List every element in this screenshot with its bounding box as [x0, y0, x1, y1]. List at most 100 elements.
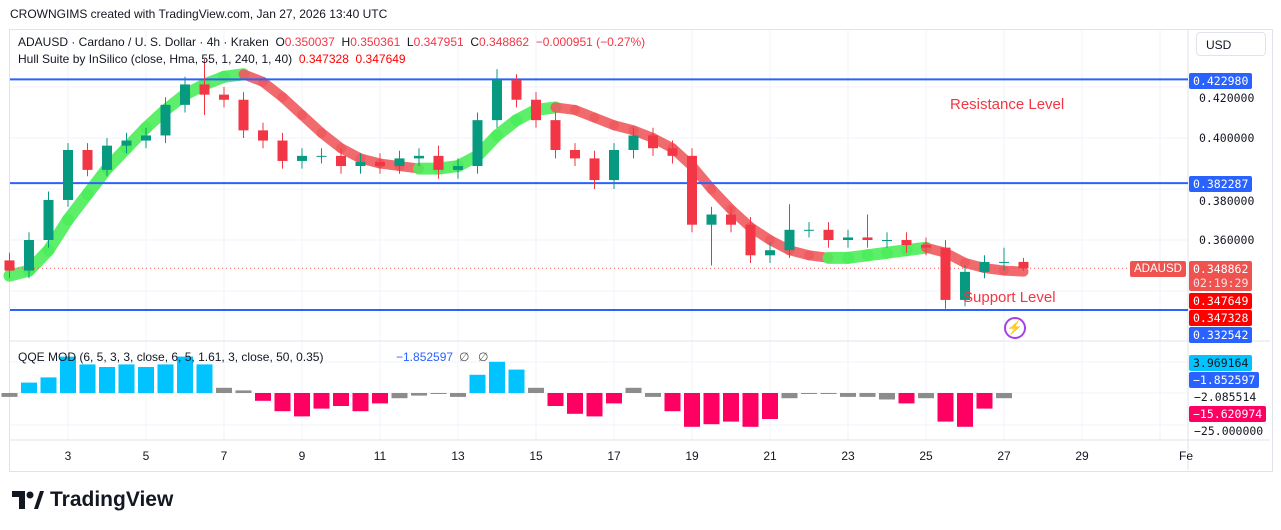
candle-body — [238, 99, 249, 131]
qqe-histogram-bar — [333, 393, 349, 406]
qqe-histogram-bar — [528, 387, 544, 393]
candle-body — [726, 214, 736, 225]
symbol-tag: ADAUSD — [1130, 261, 1186, 277]
candle-body — [511, 80, 522, 100]
qqe-histogram-bar — [274, 393, 291, 412]
qqe-histogram-bar — [177, 356, 193, 393]
lightning-circle-icon[interactable]: ⚡ — [1004, 317, 1026, 339]
candle-body — [160, 104, 171, 136]
qqe-histogram-bar — [547, 393, 564, 406]
time-tick: 25 — [919, 449, 933, 463]
support-label: Support Level — [963, 289, 1056, 306]
symbol-title[interactable]: ADAUSD · Cardano / U. S. Dollar · 4h · K… — [18, 35, 269, 49]
qqe-na-1: ∅ — [459, 350, 470, 364]
time-tick: 17 — [607, 449, 621, 463]
candle-body — [277, 140, 288, 161]
candle-body — [180, 84, 190, 105]
candle-body — [531, 99, 541, 121]
qqe-histogram-bar — [411, 393, 427, 396]
currency-button[interactable]: USD — [1196, 32, 1266, 56]
candle-body — [804, 229, 814, 231]
qqe-histogram-bar — [840, 393, 856, 397]
time-tick: 19 — [685, 449, 699, 463]
candle-body — [960, 271, 970, 300]
qqe-histogram-bar — [196, 364, 213, 393]
candle-body — [765, 250, 775, 256]
time-tick: Fe — [1178, 449, 1194, 463]
price-tick: 0.420000 — [1199, 91, 1255, 105]
candle-body — [745, 224, 756, 256]
candle-body — [882, 240, 892, 241]
candle-body — [706, 214, 717, 225]
qqe-histogram-bar — [450, 393, 466, 397]
qqe-histogram-bar — [859, 393, 876, 397]
qqe-histogram-bar — [313, 393, 330, 409]
qqe-histogram-bar — [742, 393, 759, 427]
candle-body — [24, 240, 34, 271]
qqe-histogram-bar — [118, 364, 135, 393]
qqe-histogram-bar — [879, 393, 895, 400]
qqe-histogram-bar — [898, 393, 915, 404]
close-value: 0.348862 — [479, 35, 530, 49]
hull-band-segment — [42, 213, 74, 257]
qqe-title[interactable]: QQE MOD (6, 5, 3, 3, close, 6, 5, 1.61, … — [18, 350, 324, 364]
qqe-histogram-bar — [937, 393, 954, 422]
candle-body — [550, 120, 561, 150]
candle-body — [667, 148, 678, 156]
tradingview-logo: TradingView — [12, 488, 173, 512]
qqe-histogram-bar — [469, 374, 486, 393]
qqe-histogram-bar — [1, 393, 18, 397]
logo-text: TradingView — [50, 488, 174, 511]
qqe-label-4: −15.620974 — [1189, 406, 1267, 422]
qqe-histogram-bar — [645, 393, 661, 397]
candle-body — [609, 149, 619, 181]
candle-body — [394, 158, 405, 167]
candle-body — [258, 130, 268, 141]
resistance-label: Resistance Level — [950, 96, 1065, 113]
candle-body — [570, 149, 580, 159]
last-price: 0.348862 — [1193, 262, 1249, 276]
qqe-histogram-bar — [703, 393, 720, 425]
tradingview-logo-icon — [12, 491, 44, 509]
time-tick: 21 — [763, 449, 777, 463]
qqe-histogram-bar — [781, 393, 798, 399]
hull-band-segment — [999, 265, 1029, 277]
high-value: 0.350361 — [350, 35, 401, 49]
qqe-legend: QQE MOD (6, 5, 3, 3, close, 6, 5, 1.61, … — [18, 350, 488, 364]
time-tick: 5 — [142, 449, 150, 463]
change-value: −0.000951 (−0.27%) — [535, 35, 646, 49]
qqe-histogram-bar — [762, 393, 778, 419]
low-value: 0.347951 — [413, 35, 464, 49]
qqe-histogram-bar — [216, 387, 232, 393]
candle-body — [940, 247, 951, 300]
price-tick: 0.400000 — [1199, 131, 1255, 145]
candle-body — [687, 155, 697, 225]
hull-title[interactable]: Hull Suite by InSilico (close, Hma, 55, … — [18, 52, 293, 66]
qqe-histogram-bar — [157, 364, 174, 393]
time-tick: 7 — [220, 449, 228, 463]
candle-body — [375, 161, 385, 167]
qqe-histogram-bar — [723, 393, 739, 422]
qqe-histogram-bar — [99, 367, 115, 393]
candle-body — [414, 155, 424, 159]
time-tick: 15 — [529, 449, 543, 463]
qqe-histogram-bar — [21, 382, 37, 393]
candle-body — [453, 166, 463, 170]
qqe-tick-3: −2.085514 — [1194, 390, 1257, 404]
qqe-histogram-bar — [918, 393, 934, 399]
candle-body — [355, 161, 366, 167]
qqe-histogram-bar — [957, 393, 973, 427]
qqe-histogram-bar — [489, 361, 505, 393]
hull-price-label-b: 0.347328 — [1189, 310, 1253, 326]
candle-body — [297, 155, 307, 161]
qqe-histogram-bar — [79, 364, 96, 393]
high-label: H — [341, 35, 351, 49]
chart-frame — [9, 29, 1273, 472]
candle-body — [999, 261, 1009, 263]
qqe-histogram-bar — [664, 393, 681, 412]
candle-body — [979, 261, 990, 272]
candle-body — [784, 229, 795, 251]
candle-body — [901, 240, 912, 246]
qqe-label-1: 3.969164 — [1189, 355, 1253, 371]
